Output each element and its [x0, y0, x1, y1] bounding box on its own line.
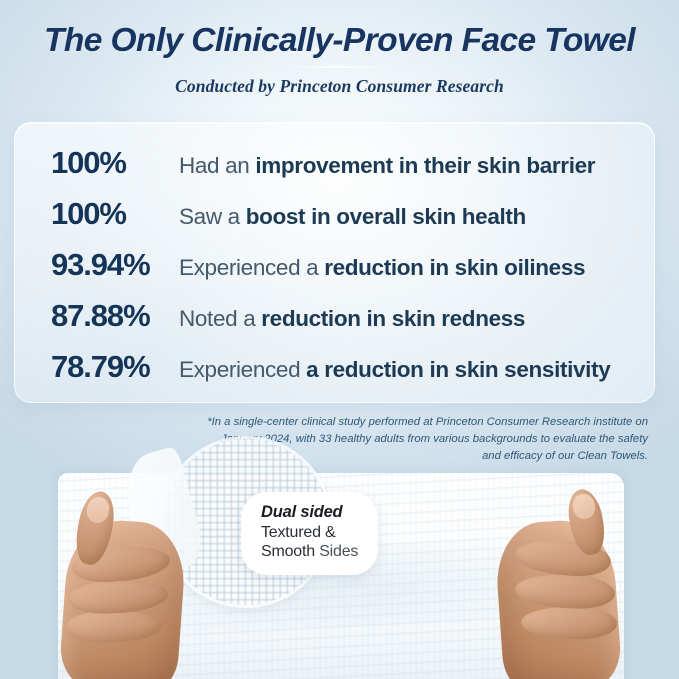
stat-percentage: 100% [51, 196, 127, 231]
stat-emphasis-text: a reduction in skin sensitivity [306, 357, 611, 382]
stat-lead-text: Had an [179, 153, 256, 178]
stat-description: Had an improvement in their skin barrier [179, 153, 596, 179]
callout-line-2-bold: Smooth [261, 543, 320, 561]
stat-emphasis-text: reduction in skin oiliness [324, 255, 586, 280]
stat-description: Noted a reduction in skin redness [179, 306, 525, 332]
stat-emphasis-text: boost in overall skin health [245, 204, 527, 229]
stat-emphasis-text: improvement in their skin barrier [255, 153, 596, 178]
stat-lead-text: Experienced a [179, 255, 325, 280]
stat-row: 100% Saw a boost in overall skin health [15, 196, 654, 247]
callout-line-2-thin: Sides [319, 543, 359, 561]
stat-percentage: 87.88% [51, 298, 151, 333]
right-hand-image [479, 486, 627, 679]
stat-percentage: 100% [51, 145, 127, 180]
product-photo-scene: Dual sided Textured & Smooth Sides [0, 439, 679, 679]
stat-lead-text: Noted a [179, 306, 262, 331]
page-title: The Only Clinically-Proven Face Towel [44, 22, 636, 59]
stat-lead-text: Saw a [179, 204, 246, 229]
callout-title: Dual sided [261, 503, 343, 521]
study-footnote: *In a single-center clinical study perfo… [207, 416, 648, 463]
stat-description: Experienced a reduction in skin sensitiv… [179, 357, 611, 383]
stat-row: 100% Had an improvement in their skin ba… [15, 145, 654, 196]
title-divider [290, 65, 389, 68]
callout-line-1: Textured & [261, 523, 336, 541]
stat-percentage: 78.79% [51, 349, 151, 384]
stat-description: Experienced a reduction in skin oiliness [179, 255, 586, 281]
header: The Only Clinically-Proven Face Towel Co… [0, 22, 679, 97]
dual-sided-callout: Dual sided Textured & Smooth Sides [241, 492, 379, 575]
stat-lead-text: Experienced [179, 357, 307, 382]
stat-row: 87.88% Noted a reduction in skin redness [15, 298, 654, 349]
left-hand-image [54, 488, 204, 679]
stats-card: 100% Had an improvement in their skin ba… [14, 122, 655, 403]
stat-emphasis-text: reduction in skin redness [261, 306, 526, 331]
stat-row: 78.79% Experienced a reduction in skin s… [15, 349, 654, 400]
stat-percentage: 93.94% [51, 247, 151, 282]
subtitle: Conducted by Princeton Consumer Research [175, 75, 504, 96]
stat-description: Saw a boost in overall skin health [179, 204, 526, 230]
stat-row: 93.94% Experienced a reduction in skin o… [15, 247, 654, 298]
callout-line-2: Smooth Sides [261, 542, 358, 562]
